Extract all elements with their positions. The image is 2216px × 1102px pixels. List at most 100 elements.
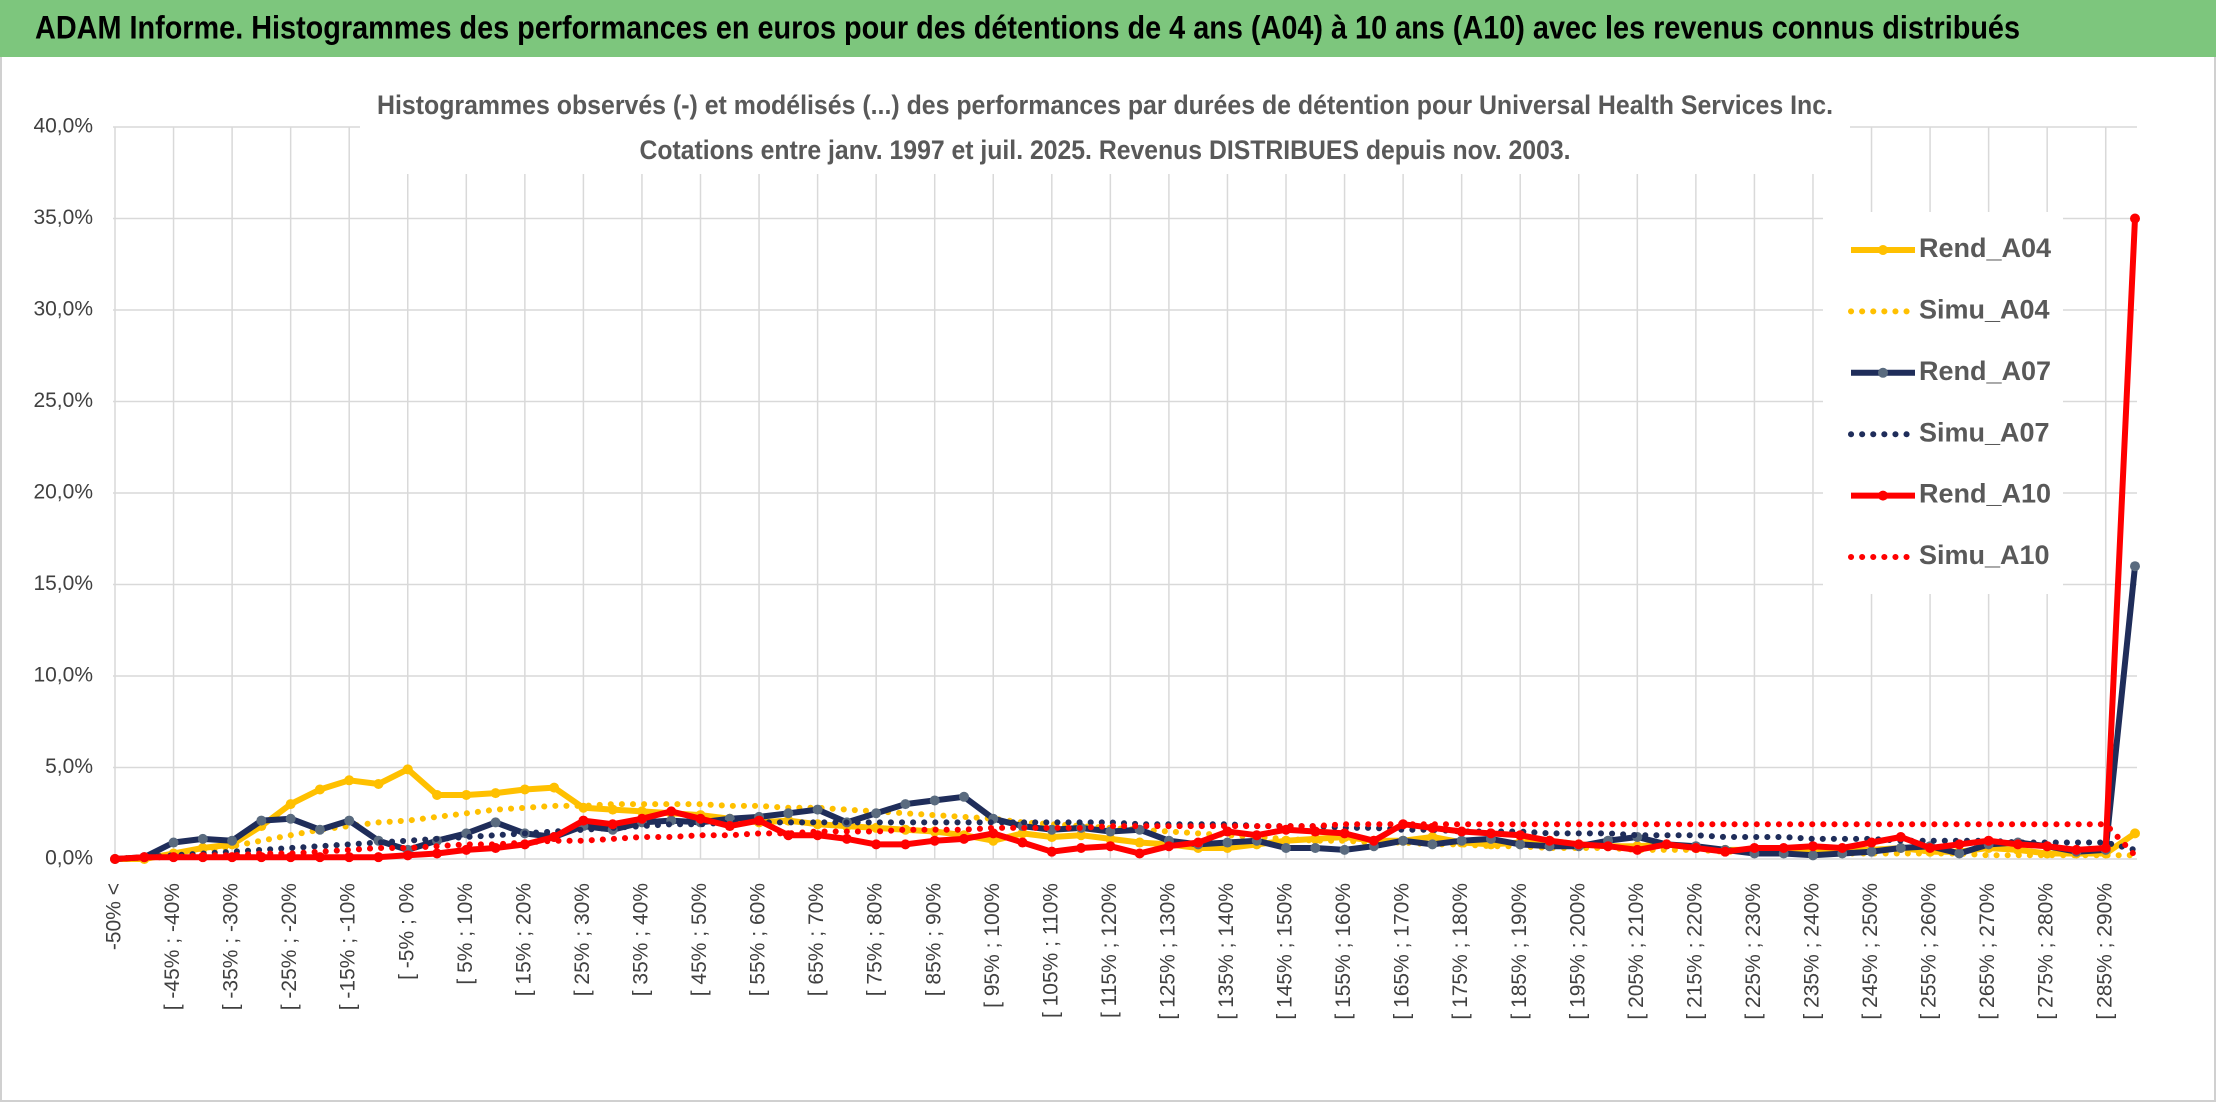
- marker: [1690, 843, 1701, 854]
- marker: [402, 764, 413, 775]
- x-tick-label: [ 145% ; 150%: [1274, 883, 1297, 1020]
- x-tick-label: [ -25% ; -20%: [278, 883, 301, 1010]
- x-tick-label: [ 125% ; 130%: [1156, 883, 1179, 1020]
- marker: [461, 844, 472, 855]
- marker: [1954, 839, 1965, 850]
- marker: [373, 778, 384, 789]
- x-tick-label: [ 185% ; 190%: [1508, 883, 1531, 1020]
- x-tick-label: [ 5% ; 10%: [454, 883, 477, 985]
- marker: [1105, 833, 1116, 844]
- marker: [1368, 835, 1379, 846]
- legend-marker: [1878, 245, 1888, 255]
- marker: [168, 837, 179, 848]
- marker: [871, 839, 882, 850]
- marker: [1544, 835, 1555, 846]
- marker: [695, 813, 706, 824]
- x-tick-label: [ 55% ; 60%: [747, 883, 770, 996]
- y-tick-label: 0,0%: [45, 847, 93, 870]
- marker: [1398, 835, 1409, 846]
- x-tick-label: [ 245% ; 250%: [1859, 883, 1882, 1020]
- marker: [402, 850, 413, 861]
- marker: [490, 817, 501, 828]
- chart-title: Histogrammes observés (-) et modélisés (…: [377, 90, 1833, 120]
- header-title: ADAM Informe. Histogrammes des performan…: [35, 9, 2020, 45]
- marker: [490, 788, 501, 799]
- x-tick-label: [ 105% ; 110%: [1039, 883, 1062, 1018]
- marker: [1134, 837, 1145, 848]
- marker: [285, 813, 296, 824]
- series-line: [114, 565, 2138, 862]
- marker: [724, 821, 735, 832]
- marker: [1222, 837, 1233, 848]
- legend-label: Simu_A07: [1919, 417, 2050, 447]
- header-bar: [0, 0, 2216, 57]
- y-tick-label: 15,0%: [33, 572, 93, 595]
- y-tick-label: 25,0%: [33, 389, 93, 412]
- marker: [1749, 843, 1760, 854]
- marker: [1895, 843, 1906, 854]
- y-tick-label: 35,0%: [33, 206, 93, 229]
- marker: [1017, 837, 1028, 848]
- x-tick-label: [ 15% ; 20%: [512, 883, 535, 996]
- marker: [1895, 832, 1906, 843]
- x-tick-label: [ 25% ; 30%: [571, 883, 594, 996]
- marker: [958, 833, 969, 844]
- marker: [1163, 841, 1174, 852]
- x-tick-label: [ -45% ; -40%: [161, 883, 184, 1010]
- marker: [1866, 837, 1877, 848]
- marker: [314, 852, 325, 863]
- marker: [344, 815, 355, 826]
- legend-label: Simu_A04: [1919, 295, 2050, 325]
- x-tick-label: [ 275% ; 280%: [2035, 883, 2058, 1020]
- marker: [1193, 837, 1204, 848]
- marker: [1076, 830, 1087, 841]
- x-tick-label: [ 195% ; 200%: [1566, 883, 1589, 1020]
- marker: [783, 808, 794, 819]
- y-tick-label: 5,0%: [45, 755, 93, 778]
- x-tick-label: [ -15% ; -10%: [337, 883, 360, 1010]
- marker: [1281, 843, 1292, 854]
- x-tick-label: [ 265% ; 270%: [1976, 883, 1999, 1020]
- marker: [1017, 828, 1028, 839]
- x-tick-label: [ 225% ; 230%: [1742, 883, 1765, 1020]
- x-tick-label: [ 85% ; 90%: [922, 883, 945, 996]
- y-tick-label: 40,0%: [33, 115, 93, 138]
- marker: [227, 835, 238, 846]
- marker: [1134, 848, 1145, 859]
- x-tick-label: [ 135% ; 140%: [1215, 883, 1238, 1020]
- marker: [607, 819, 618, 830]
- marker: [2130, 561, 2140, 572]
- marker: [1954, 848, 1965, 859]
- marker: [1222, 826, 1233, 837]
- marker: [1485, 828, 1496, 839]
- marker: [1515, 839, 1526, 850]
- marker: [2071, 844, 2082, 855]
- marker: [344, 852, 355, 863]
- marker: [2130, 213, 2140, 224]
- marker: [929, 795, 940, 806]
- marker: [988, 835, 999, 846]
- marker: [929, 835, 940, 846]
- x-tick-label: [ 45% ; 50%: [688, 883, 711, 996]
- marker: [256, 815, 267, 826]
- marker: [432, 848, 443, 859]
- legend-marker: [1878, 490, 1888, 501]
- x-tick-label: [ 115% ; 120%: [1098, 883, 1121, 1018]
- series-line: [114, 218, 2138, 862]
- legend-label: Simu_A10: [1919, 540, 2050, 570]
- marker: [1046, 832, 1057, 843]
- marker: [812, 804, 823, 815]
- x-tick-label: [ 75% ; 80%: [864, 883, 887, 996]
- marker: [636, 813, 647, 824]
- marker: [314, 784, 325, 795]
- marker: [519, 784, 530, 795]
- marker: [754, 815, 765, 826]
- marker: [285, 799, 296, 810]
- marker: [1105, 841, 1116, 852]
- y-tick-label: 30,0%: [33, 298, 93, 321]
- marker: [666, 806, 677, 817]
- marker: [1573, 839, 1584, 850]
- marker: [636, 806, 647, 817]
- marker: [578, 815, 589, 826]
